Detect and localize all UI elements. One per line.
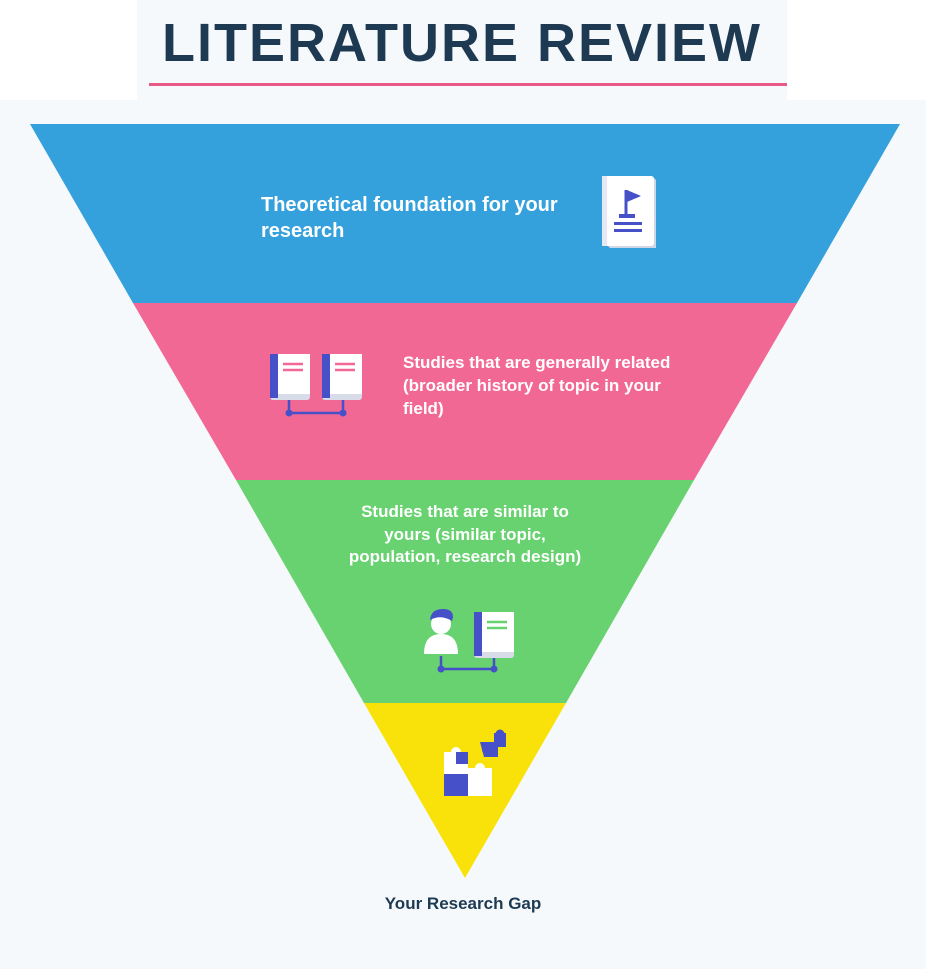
- funnel-level-2: [133, 303, 797, 480]
- linked-books-icon: [270, 354, 362, 417]
- funnel-level-1: [30, 124, 900, 303]
- title-underline: [149, 83, 787, 86]
- level-2-label: Studies that are generally related (broa…: [403, 353, 671, 418]
- level-3-label: Studies that are similar to yours (simil…: [348, 502, 582, 566]
- level-1-label: Theoretical foundation for your research: [261, 194, 558, 242]
- research-gap-label: Your Research Gap: [384, 894, 542, 913]
- puzzle-pieces-icon: [444, 729, 506, 796]
- person-book-link-icon: [424, 609, 514, 673]
- page-title: LITERATURE REVIEW: [162, 13, 762, 73]
- funnel-level-3: [236, 480, 694, 703]
- flag-document-icon: [602, 176, 656, 248]
